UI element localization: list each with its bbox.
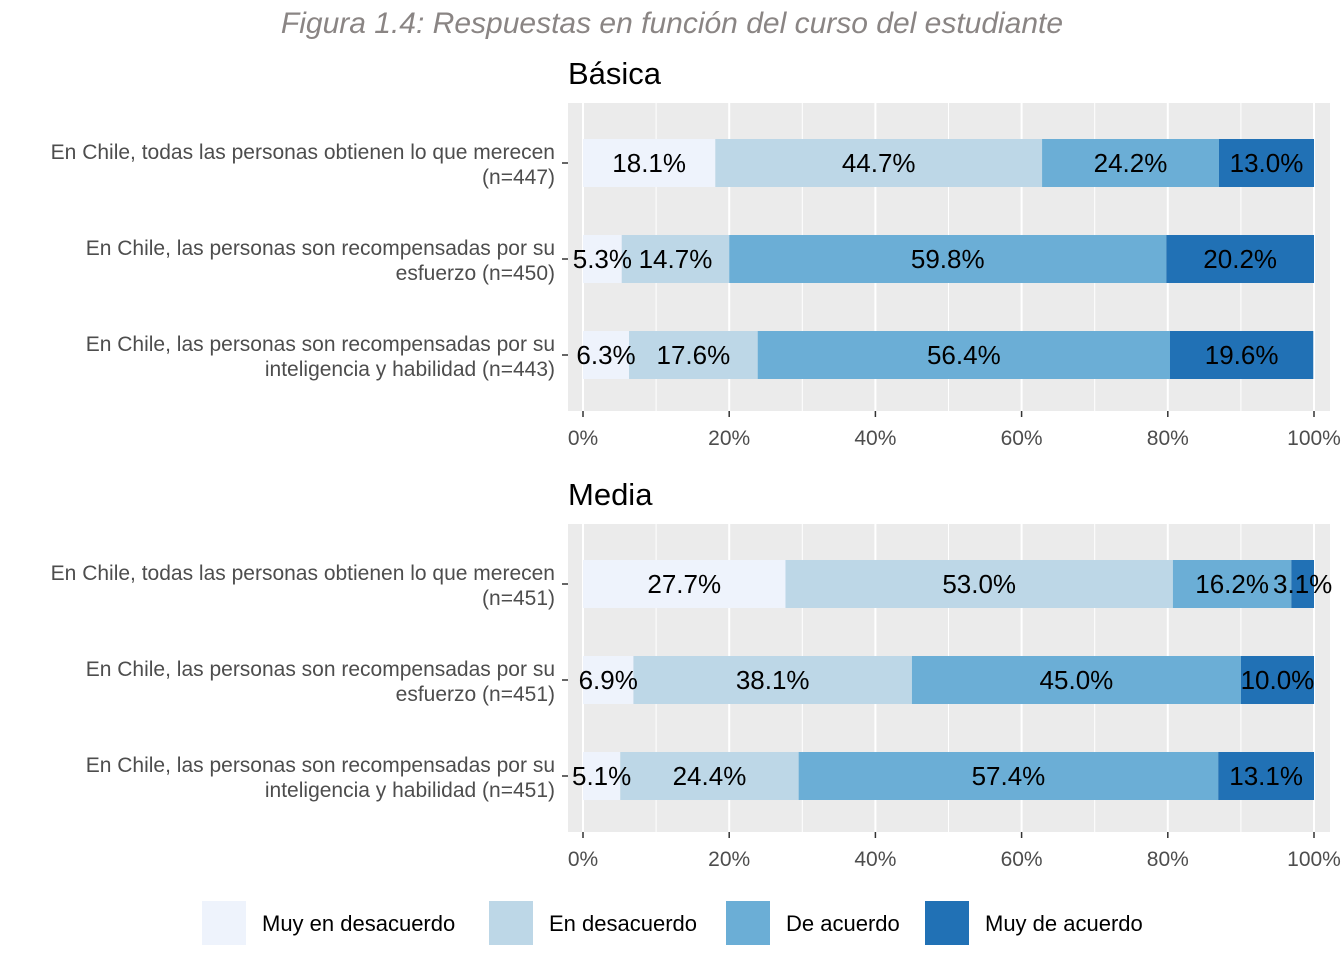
legend-label: En desacuerdo xyxy=(549,911,697,936)
data-label: 5.1% xyxy=(572,761,631,791)
legend-key xyxy=(202,901,246,945)
category-label-line: esfuerzo (n=451) xyxy=(396,683,555,706)
legend-key xyxy=(925,901,969,945)
category-label-line: inteligencia y habilidad (n=451) xyxy=(265,779,555,802)
data-label: 44.7% xyxy=(842,148,916,178)
x-tick-label: 80% xyxy=(1147,427,1189,450)
category-label-line: En Chile, las personas son recompensadas… xyxy=(86,333,555,356)
data-label: 5.3% xyxy=(573,244,632,274)
category-label: En Chile, las personas son recompensadas… xyxy=(86,333,555,381)
bar-segment xyxy=(1291,560,1314,608)
x-tick-label: 20% xyxy=(708,848,750,871)
bar-segment xyxy=(583,331,630,379)
legend-key xyxy=(489,901,533,945)
bar-segment xyxy=(715,139,1043,187)
bar-segment xyxy=(583,656,634,704)
panel-1: Media En Chile, todas las personas obtien… xyxy=(51,477,1341,871)
data-label: 24.2% xyxy=(1094,148,1168,178)
data-label: 3.1% xyxy=(1273,569,1332,599)
legend-label: Muy en desacuerdo xyxy=(262,911,455,936)
bar-segment xyxy=(1172,560,1292,608)
category-label: En Chile, todas las personas obtienen lo… xyxy=(51,141,555,189)
data-label: 27.7% xyxy=(647,569,721,599)
bar-segment xyxy=(911,656,1241,704)
data-label: 13.1% xyxy=(1229,761,1303,791)
data-label: 14.7% xyxy=(639,244,713,274)
category-label-line: En Chile, las personas son recompensadas… xyxy=(86,754,555,777)
data-label: 45.0% xyxy=(1040,665,1114,695)
bar-segment xyxy=(583,139,716,187)
facet-title: Básica xyxy=(568,56,662,91)
category-label: En Chile, las personas son recompensadas… xyxy=(86,658,555,706)
x-tick-label: 40% xyxy=(854,427,896,450)
facet-title: Media xyxy=(568,477,653,512)
bar-segment xyxy=(1166,235,1314,283)
bar-segment xyxy=(729,235,1167,283)
panel-0: Básica En Chile, todas las personas obtie… xyxy=(51,56,1341,450)
legend-label: Muy de acuerdo xyxy=(985,911,1143,936)
x-tick-label: 0% xyxy=(568,848,598,871)
bar-segment xyxy=(621,235,730,283)
data-label: 56.4% xyxy=(927,340,1001,370)
x-tick-label: 20% xyxy=(708,427,750,450)
bar-segment xyxy=(1042,139,1219,187)
data-label: 6.9% xyxy=(579,665,638,695)
bar-segment xyxy=(633,656,912,704)
data-label: 17.6% xyxy=(657,340,731,370)
figure-title: Figura 1.4: Respuestas en función del cu… xyxy=(281,7,1063,40)
data-label: 18.1% xyxy=(612,148,686,178)
bar-segment xyxy=(785,560,1173,608)
x-tick-label: 100% xyxy=(1287,427,1341,450)
x-tick-label: 0% xyxy=(568,427,598,450)
data-label: 6.3% xyxy=(576,340,635,370)
data-label: 16.2% xyxy=(1195,569,1269,599)
legend-key xyxy=(726,901,770,945)
bar-segment xyxy=(1218,752,1314,800)
bar-segment xyxy=(583,235,622,283)
category-label-line: (n=447) xyxy=(482,166,555,189)
data-label: 13.0% xyxy=(1230,148,1304,178)
category-label-line: inteligencia y habilidad (n=443) xyxy=(265,358,555,381)
legend-label: De acuerdo xyxy=(786,911,900,936)
category-label: En Chile, las personas son recompensadas… xyxy=(86,237,555,285)
bar-segment xyxy=(1218,139,1314,187)
category-label-line: (n=451) xyxy=(482,587,555,610)
legend: Muy en desacuerdo En desacuerdo De acuerdo… xyxy=(202,901,1143,945)
data-label: 20.2% xyxy=(1203,244,1277,274)
category-label-line: esfuerzo (n=450) xyxy=(396,262,555,285)
data-label: 57.4% xyxy=(972,761,1046,791)
data-label: 10.0% xyxy=(1241,665,1315,695)
data-label: 24.4% xyxy=(673,761,747,791)
category-label-line: En Chile, todas las personas obtienen lo… xyxy=(51,141,555,164)
bar-segment xyxy=(629,331,758,379)
data-label: 19.6% xyxy=(1205,340,1279,370)
category-label: En Chile, las personas son recompensadas… xyxy=(86,754,555,802)
data-label: 53.0% xyxy=(942,569,1016,599)
category-label-line: En Chile, las personas son recompensadas… xyxy=(86,237,555,260)
bar-segment xyxy=(798,752,1219,800)
bar-segment xyxy=(583,752,621,800)
category-label: En Chile, todas las personas obtienen lo… xyxy=(51,562,555,610)
bar-segment xyxy=(1169,331,1314,379)
category-label-line: En Chile, las personas son recompensadas… xyxy=(86,658,555,681)
category-label-line: En Chile, todas las personas obtienen lo… xyxy=(51,562,555,585)
data-label: 38.1% xyxy=(736,665,810,695)
bar-segment xyxy=(620,752,799,800)
x-tick-label: 60% xyxy=(1001,848,1043,871)
x-tick-label: 40% xyxy=(854,848,896,871)
x-tick-label: 100% xyxy=(1287,848,1341,871)
bar-segment xyxy=(583,560,786,608)
x-tick-label: 60% xyxy=(1001,427,1043,450)
bar-segment xyxy=(1240,656,1314,704)
panels: Básica En Chile, todas las personas obtie… xyxy=(51,56,1341,871)
x-tick-label: 80% xyxy=(1147,848,1189,871)
bar-segment xyxy=(757,331,1170,379)
data-label: 59.8% xyxy=(911,244,985,274)
